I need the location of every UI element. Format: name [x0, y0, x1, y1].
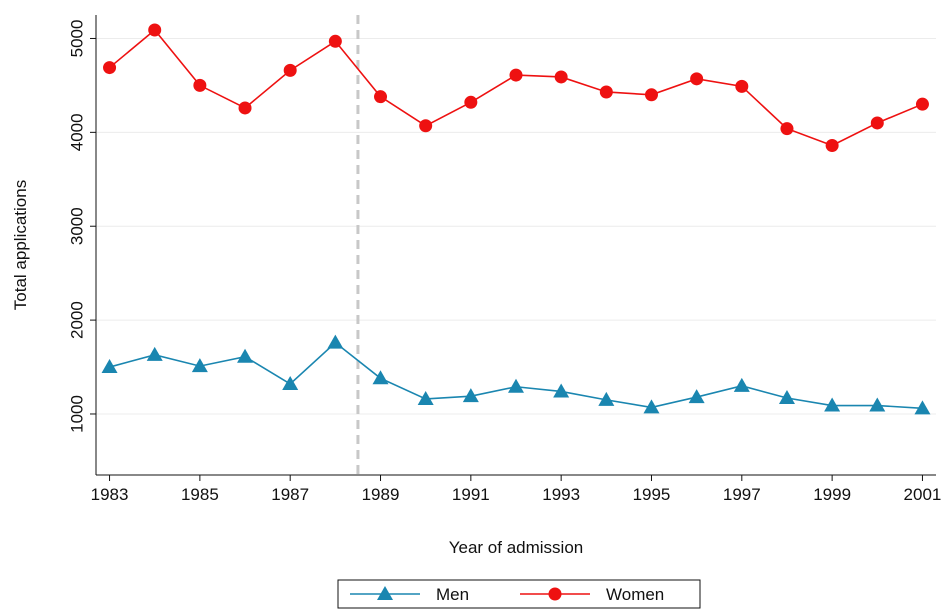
- marker: [599, 85, 613, 99]
- y-tick-label: 1000: [67, 395, 86, 433]
- marker: [553, 383, 570, 398]
- marker: [464, 95, 478, 109]
- marker: [778, 390, 795, 405]
- marker: [146, 346, 163, 361]
- marker: [191, 358, 208, 373]
- marker: [554, 70, 568, 84]
- marker: [282, 375, 299, 390]
- marker: [825, 138, 839, 152]
- marker: [103, 61, 117, 75]
- marker: [328, 34, 342, 48]
- marker: [377, 586, 393, 600]
- marker: [508, 378, 524, 393]
- y-tick-label: 4000: [67, 113, 86, 151]
- marker: [690, 72, 704, 86]
- marker: [735, 79, 749, 93]
- marker: [824, 397, 841, 412]
- marker: [780, 122, 794, 136]
- legend: Men Women: [337, 579, 701, 609]
- x-tick-label: 1993: [542, 485, 580, 504]
- marker: [101, 359, 118, 374]
- y-tick-label: 5000: [67, 20, 86, 58]
- y-tick-label: 2000: [67, 301, 86, 339]
- y-axis-title: Total applications: [11, 180, 30, 310]
- marker: [148, 23, 162, 37]
- marker: [915, 97, 929, 111]
- marker: [372, 370, 389, 385]
- marker: [733, 377, 750, 392]
- marker: [237, 348, 254, 363]
- x-tick-label: 1985: [181, 485, 219, 504]
- marker: [327, 334, 344, 349]
- marker: [374, 90, 388, 104]
- marker: [688, 389, 705, 404]
- marker: [509, 68, 523, 82]
- x-tick-label: 1997: [723, 485, 761, 504]
- legend-label: Men: [436, 585, 469, 604]
- marker: [193, 78, 207, 92]
- marker: [644, 88, 658, 102]
- marker: [914, 400, 931, 415]
- marker: [462, 388, 479, 403]
- x-tick-label: 1989: [362, 485, 400, 504]
- marker: [643, 399, 660, 414]
- marker: [548, 587, 562, 601]
- x-tick-label: 1987: [271, 485, 309, 504]
- legend-label: Women: [606, 585, 664, 604]
- legend-item: Men: [350, 585, 469, 604]
- series-line: [109, 341, 923, 410]
- marker: [869, 397, 886, 412]
- y-tick-label: 3000: [67, 207, 86, 245]
- x-tick-label: 1995: [633, 485, 671, 504]
- x-tick-label: 1991: [452, 485, 490, 504]
- series-line: [109, 28, 923, 147]
- marker: [283, 63, 297, 77]
- marker: [417, 390, 434, 405]
- x-axis-title: Year of admission: [449, 538, 584, 557]
- marker: [598, 391, 615, 406]
- marker: [870, 116, 884, 130]
- marker: [419, 119, 433, 133]
- marker: [238, 101, 252, 115]
- x-tick-label: 1999: [813, 485, 851, 504]
- x-tick-label: 2001: [904, 485, 942, 504]
- legend-item: Women: [520, 585, 664, 604]
- x-tick-label: 1983: [91, 485, 129, 504]
